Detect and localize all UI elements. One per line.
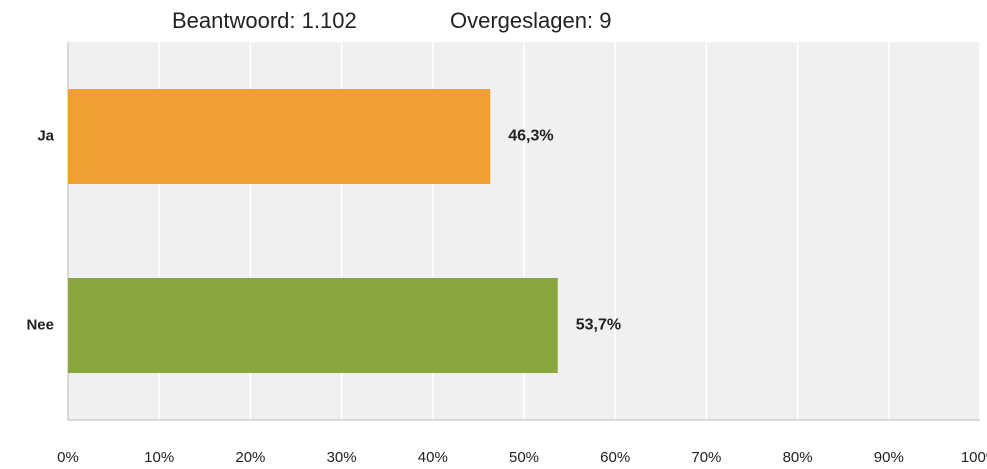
- y-tick-label: Ja: [37, 127, 54, 144]
- x-tick-label: 100%: [961, 449, 987, 466]
- x-tick-label: 80%: [783, 449, 813, 466]
- x-tick-label: 40%: [418, 449, 448, 466]
- x-tick-label: 70%: [691, 449, 721, 466]
- value-label: 53,7%: [576, 317, 621, 334]
- x-tick-label: 90%: [874, 449, 904, 466]
- bar: [68, 278, 558, 373]
- x-tick-label: 10%: [144, 449, 174, 466]
- y-tick-label: Nee: [26, 316, 54, 333]
- x-tick-label: 50%: [509, 449, 539, 466]
- value-label: 46,3%: [508, 128, 553, 145]
- x-tick-label: 20%: [235, 449, 265, 466]
- x-tick-label: 60%: [600, 449, 630, 466]
- bar: [68, 89, 491, 184]
- x-tick-label: 0%: [57, 449, 79, 466]
- x-tick-label: 30%: [327, 449, 357, 466]
- chart-title: Beantwoord: 1.102: [172, 8, 357, 33]
- chart-subtitle: Overgeslagen: 9: [450, 8, 611, 33]
